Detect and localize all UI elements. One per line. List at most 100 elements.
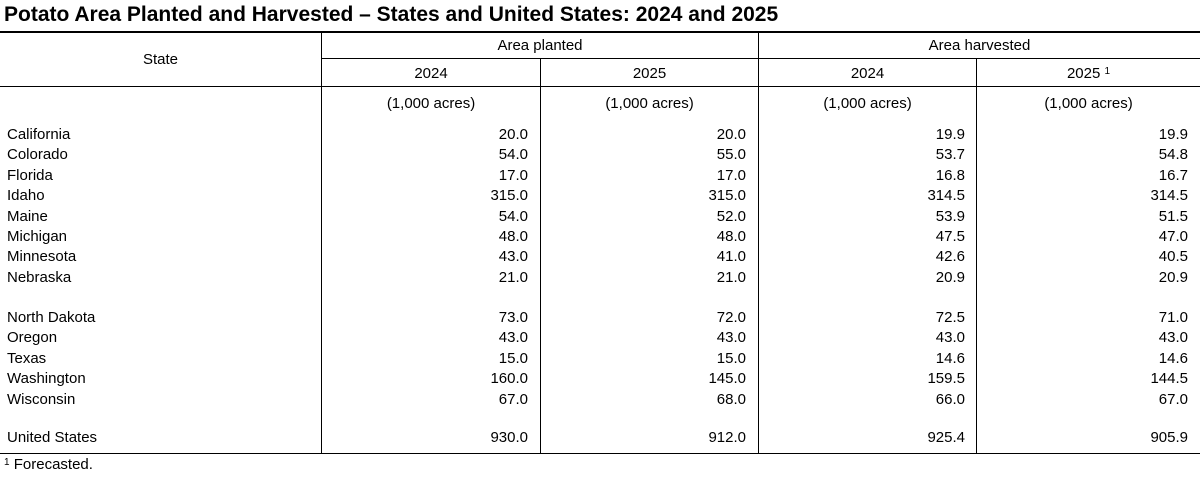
- table-row: ........................................…: [0, 145, 1200, 165]
- table-row: ........................................…: [0, 207, 1200, 227]
- value-cell: 20.9: [935, 268, 965, 286]
- top-rule: [0, 31, 1200, 33]
- value-cell: 67.0: [1158, 390, 1188, 408]
- value-cell: 14.6: [1158, 349, 1188, 367]
- area-planted-header: Area planted: [497, 37, 583, 54]
- value-cell: 53.7: [935, 146, 965, 164]
- value-cell: 47.5: [935, 228, 965, 245]
- value-cell: 314.5: [927, 187, 965, 205]
- state-cell: ........................................…: [7, 186, 317, 206]
- value-cell: 72.0: [716, 309, 746, 326]
- area-harvested-header: Area harvested: [928, 37, 1031, 54]
- table-row: ........................................…: [0, 349, 1200, 369]
- table-title: Potato Area Planted and Harvested – Stat…: [4, 3, 779, 26]
- value-cell: 43.0: [498, 329, 528, 347]
- state-cell: ........................................…: [7, 328, 317, 348]
- table-row: ........................................…: [0, 328, 1200, 348]
- table-row: ........................................…: [0, 308, 1200, 328]
- value-cell: 20.9: [1158, 268, 1188, 286]
- table-row: ........................................…: [0, 390, 1200, 410]
- leader-dots: ........................................…: [7, 207, 317, 225]
- state-name: Wisconsin: [7, 390, 79, 408]
- value-cell: 71.0: [1158, 309, 1188, 326]
- state-name: Florida: [7, 166, 56, 184]
- planted-2024-header: 2024: [414, 65, 448, 82]
- value-cell: 55.0: [716, 146, 746, 164]
- value-cell: 41.0: [716, 248, 746, 266]
- state-cell: ........................................…: [7, 268, 317, 288]
- state-cell: ........................................…: [7, 390, 317, 410]
- value-cell: 54.0: [498, 146, 528, 164]
- state-cell: ........................................…: [7, 349, 317, 369]
- state-cell: ........................................…: [7, 247, 317, 267]
- value-cell: 144.5: [1150, 370, 1188, 388]
- state-name: United States: [7, 429, 101, 446]
- value-cell: 68.0: [716, 390, 746, 408]
- value-cell: 54.8: [1158, 146, 1188, 164]
- state-name: Michigan: [7, 228, 71, 245]
- value-cell: 16.8: [935, 166, 965, 184]
- table-row: ........................................…: [0, 428, 1200, 448]
- state-name: Minnesota: [7, 248, 80, 266]
- value-cell: 17.0: [498, 166, 528, 184]
- value-cell: 40.5: [1158, 248, 1188, 266]
- value-cell: 15.0: [716, 349, 746, 367]
- col-divider-state: [321, 33, 322, 453]
- value-cell: 15.0: [498, 349, 528, 367]
- state-name: Nebraska: [7, 268, 75, 286]
- value-cell: 912.0: [708, 429, 746, 446]
- state-name: Oregon: [7, 329, 61, 347]
- units-harvested-2025: (1,000 acres): [1044, 95, 1133, 112]
- state-name: Idaho: [7, 187, 48, 205]
- col-divider-harvested-years: [976, 59, 977, 453]
- planted-2025-header: 2025: [632, 65, 667, 82]
- value-cell: 19.9: [1158, 126, 1188, 143]
- value-cell: 48.0: [498, 228, 528, 245]
- value-cell: 314.5: [1150, 187, 1188, 205]
- state-cell: ........................................…: [7, 428, 317, 448]
- value-cell: 66.0: [935, 390, 965, 408]
- header-bottom-rule: [0, 86, 1200, 87]
- state-cell: ........................................…: [7, 166, 317, 186]
- harvested-2025-header: 2025 1: [1066, 65, 1111, 82]
- state-name: Maine: [7, 207, 51, 225]
- table-row: ........................................…: [0, 186, 1200, 206]
- units-harvested-2024: (1,000 acres): [823, 95, 912, 112]
- table-row: ........................................…: [0, 247, 1200, 267]
- units-planted-2024: (1,000 acres): [386, 95, 476, 112]
- header-group-rule: [322, 58, 1200, 59]
- table-row: ........................................…: [0, 227, 1200, 247]
- value-cell: 43.0: [716, 329, 746, 347]
- value-cell: 925.4: [927, 429, 965, 446]
- value-cell: 43.0: [935, 329, 965, 347]
- value-cell: 159.5: [927, 370, 965, 388]
- value-cell: 16.7: [1158, 166, 1188, 184]
- state-cell: ........................................…: [7, 207, 317, 227]
- col-divider-groups: [758, 33, 759, 453]
- leader-dots: ........................................…: [7, 187, 317, 205]
- bottom-rule: [0, 453, 1200, 454]
- state-name: North Dakota: [7, 309, 99, 326]
- value-cell: 47.0: [1158, 228, 1188, 245]
- value-cell: 19.9: [935, 126, 965, 143]
- value-cell: 145.0: [708, 370, 746, 388]
- state-cell: ........................................…: [7, 227, 317, 247]
- harvested-2024-header: 2024: [850, 65, 885, 82]
- value-cell: 905.9: [1150, 429, 1188, 446]
- value-cell: 20.0: [498, 126, 528, 143]
- value-cell: 930.0: [490, 429, 528, 446]
- value-cell: 21.0: [498, 268, 528, 286]
- table-row: ........................................…: [0, 125, 1200, 145]
- state-name: Washington: [7, 370, 89, 388]
- value-cell: 21.0: [716, 268, 746, 286]
- value-cell: 42.6: [935, 248, 965, 266]
- value-cell: 48.0: [716, 228, 746, 245]
- value-cell: 53.9: [935, 207, 965, 225]
- col-divider-planted-years: [540, 59, 541, 453]
- state-cell: ........................................…: [7, 145, 317, 165]
- value-cell: 51.5: [1158, 207, 1188, 225]
- value-cell: 160.0: [490, 370, 528, 388]
- state-name: California: [7, 126, 74, 143]
- state-cell: ........................................…: [7, 308, 317, 328]
- leader-dots: ........................................…: [7, 349, 317, 367]
